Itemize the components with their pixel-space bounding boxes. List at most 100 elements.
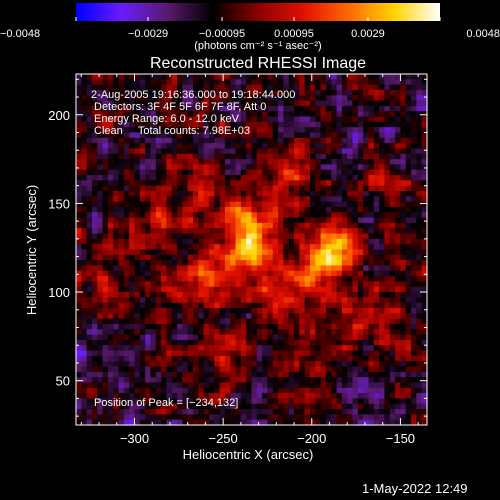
heatmap-cell: [123, 339, 130, 346]
heatmap-cell: [182, 79, 189, 86]
heatmap-cell: [139, 222, 146, 229]
heatmap-cell: [81, 191, 88, 197]
heatmap-cell: [400, 350, 407, 357]
heatmap-cell: [150, 79, 157, 86]
heatmap-cell: [155, 169, 162, 176]
heatmap-cell: [310, 302, 316, 309]
heatmap-cell: [283, 175, 290, 181]
heatmap-cell: [91, 270, 98, 277]
heatmap-cell: [230, 121, 237, 128]
heatmap-cell: [384, 121, 391, 128]
heatmap-cell: [384, 100, 391, 107]
heatmap-cell: [129, 164, 136, 171]
heatmap-cell: [182, 196, 189, 203]
heatmap-cell: [294, 169, 300, 176]
heatmap-cell: [97, 121, 104, 128]
heatmap-cell: [400, 169, 407, 176]
heatmap-cell: [155, 387, 162, 394]
heatmap-cell: [288, 100, 295, 107]
heatmap-cell: [182, 95, 189, 102]
heatmap-cell: [139, 244, 146, 251]
heatmap-cell: [341, 366, 348, 373]
heatmap-cell: [299, 228, 306, 235]
heatmap-cell: [129, 191, 136, 197]
heatmap-cell: [118, 196, 125, 203]
heatmap-cell: [331, 292, 338, 298]
heatmap-cell: [272, 419, 279, 426]
heatmap-cell: [416, 233, 423, 240]
heatmap-cell: [91, 111, 98, 118]
heatmap-cell: [400, 175, 407, 181]
heatmap-cell: [102, 281, 109, 288]
heatmap-cell: [262, 323, 269, 330]
heatmap-cell: [230, 281, 237, 288]
heatmap-cell: [411, 409, 417, 415]
heatmap-cell: [118, 292, 125, 298]
heatmap-cell: [373, 382, 380, 389]
heatmap-cell: [177, 159, 183, 166]
heatmap-cell: [357, 334, 364, 341]
heatmap-cell: [416, 175, 423, 181]
heatmap-cell: [214, 100, 221, 107]
heatmap-cell: [235, 265, 242, 272]
heatmap-cell: [262, 270, 269, 277]
heatmap-cell: [171, 116, 178, 123]
heatmap-cell: [395, 79, 402, 86]
heatmap-cell: [86, 89, 93, 96]
heatmap-cell: [421, 371, 428, 378]
heatmap-cell: [373, 403, 380, 410]
heatmap-cell: [240, 212, 247, 219]
heatmap-cell: [294, 132, 300, 139]
heatmap-cell: [230, 175, 237, 181]
heatmap-cell: [86, 244, 93, 251]
heatmap-cell: [171, 196, 178, 203]
heatmap-cell: [81, 233, 88, 240]
heatmap-cell: [107, 355, 114, 362]
heatmap-cell: [118, 121, 125, 128]
heatmap-cell: [320, 164, 327, 171]
heatmap-cell: [368, 308, 375, 314]
heatmap-cell: [155, 79, 162, 86]
heatmap-cell: [267, 233, 274, 240]
heatmap-cell: [400, 153, 407, 160]
heatmap-cell: [193, 329, 199, 336]
heatmap-cell: [86, 228, 93, 235]
heatmap-cell: [219, 302, 226, 309]
heatmap-cell: [395, 313, 402, 320]
heatmap-cell: [155, 222, 162, 229]
heatmap-cell: [113, 185, 120, 192]
heatmap-cell: [123, 318, 130, 325]
heatmap-cell: [310, 371, 316, 378]
heatmap-cell: [320, 361, 327, 368]
heatmap-cell: [107, 366, 114, 373]
heatmap-cell: [129, 244, 136, 251]
heatmap-cell: [155, 419, 162, 426]
heatmap-cell: [341, 100, 348, 107]
heatmap-cell: [224, 329, 231, 336]
heatmap-cell: [368, 105, 375, 112]
heatmap-cell: [150, 116, 157, 123]
heatmap-cell: [235, 105, 242, 112]
heatmap-cell: [214, 222, 221, 229]
heatmap-cell: [230, 297, 237, 304]
heatmap-cell: [203, 111, 210, 118]
heatmap-cell: [171, 169, 178, 176]
heatmap-cell: [341, 196, 348, 203]
heatmap-cell: [384, 180, 391, 187]
heatmap-cell: [81, 84, 88, 91]
heatmap-cell: [145, 297, 152, 304]
heatmap-cell: [208, 143, 215, 150]
heatmap-cell: [278, 419, 285, 426]
heatmap-cell: [203, 292, 210, 298]
heatmap-cell: [288, 318, 295, 325]
heatmap-cell: [400, 308, 407, 314]
heatmap-cell: [134, 137, 141, 144]
heatmap-cell: [208, 249, 215, 256]
heatmap-cell: [171, 95, 178, 102]
heatmap-cell: [150, 318, 157, 325]
heatmap-cell: [347, 89, 354, 96]
heatmap-cell: [76, 100, 82, 107]
heatmap-cell: [145, 137, 152, 144]
heatmap-cell: [139, 414, 146, 421]
heatmap-cell: [177, 95, 183, 102]
